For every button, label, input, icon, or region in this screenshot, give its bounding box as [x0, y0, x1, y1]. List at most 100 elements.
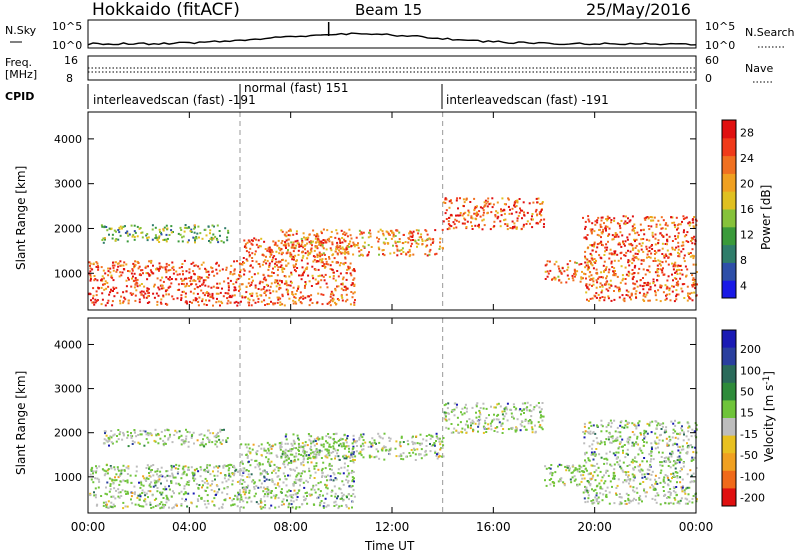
echo-cell — [330, 490, 333, 493]
echo-cell — [364, 441, 367, 444]
echo-cell — [274, 302, 276, 305]
echo-cell — [287, 284, 290, 287]
colorbar-tick-label: 4 — [740, 279, 747, 292]
echo-cell — [290, 273, 293, 276]
echo-cell — [178, 288, 181, 291]
echo-cell — [282, 481, 285, 484]
echo-cell — [149, 469, 152, 472]
echo-cell — [665, 426, 668, 429]
echo-cell — [94, 477, 97, 480]
echo-cell — [503, 208, 506, 211]
echo-cell — [331, 243, 334, 246]
echo-cell — [162, 287, 165, 290]
echo-cell — [521, 409, 524, 412]
colorbar-swatch — [722, 155, 736, 174]
echo-cell — [134, 283, 137, 286]
echo-cell — [634, 240, 636, 243]
echo-cell — [691, 254, 694, 257]
echo-cell — [325, 454, 328, 457]
echo-cell — [692, 257, 695, 260]
echo-cell — [220, 429, 223, 431]
echo-cell — [105, 501, 107, 504]
echo-cell — [138, 284, 141, 287]
echo-cell — [176, 273, 179, 276]
echo-cell — [617, 447, 620, 450]
echo-cell — [270, 447, 273, 450]
echo-cell — [431, 435, 434, 438]
echo-cell — [330, 451, 333, 454]
echo-cell — [113, 264, 116, 267]
echo-cell — [668, 287, 671, 290]
echo-cell — [284, 275, 287, 278]
echo-cell — [118, 483, 121, 486]
echo-cell — [599, 487, 602, 490]
echo-cell — [186, 302, 189, 305]
echo-cell — [137, 267, 140, 270]
echo-cell — [345, 504, 348, 507]
echo-cell — [120, 469, 123, 472]
echo-cell — [311, 265, 314, 268]
echo-cell — [246, 456, 249, 459]
echo-cell — [595, 259, 597, 262]
echo-cell — [441, 447, 444, 449]
echo-cell — [535, 208, 538, 211]
echo-cell — [117, 491, 120, 494]
echo-cell — [631, 244, 634, 247]
echo-cell — [546, 275, 549, 278]
echo-cell — [306, 266, 309, 269]
echo-cell — [627, 270, 630, 273]
echo-cell — [174, 429, 177, 432]
echo-cell — [345, 278, 348, 281]
echo-cell — [687, 446, 690, 449]
echo-cell — [640, 244, 643, 247]
echo-cell — [303, 470, 306, 473]
echo-cell — [215, 436, 218, 439]
echo-cell — [497, 402, 500, 405]
echo-cell — [447, 412, 450, 415]
echo-cell — [165, 501, 168, 504]
echo-cell — [106, 469, 109, 472]
echo-cell — [486, 200, 489, 203]
echo-cell — [455, 429, 458, 432]
echo-cell — [569, 478, 572, 481]
echo-cell — [383, 458, 386, 461]
echo-cell — [243, 481, 246, 483]
echo-cell — [692, 480, 695, 483]
echo-cell — [675, 293, 678, 296]
echo-cell — [122, 507, 125, 510]
echo-cell — [308, 434, 311, 437]
echo-cell — [332, 271, 335, 274]
echo-cell — [97, 268, 100, 271]
echo-cell — [598, 299, 601, 302]
echo-cell — [378, 238, 381, 241]
echo-cell — [287, 289, 289, 292]
echo-cell — [366, 254, 369, 257]
echo-cell — [299, 480, 302, 483]
echo-cell — [645, 441, 648, 444]
echo-cell — [230, 464, 233, 467]
echo-cell — [248, 491, 251, 494]
echo-cell — [150, 481, 153, 484]
echo-cell — [595, 279, 598, 282]
echo-cell — [251, 260, 254, 262]
echo-cell — [526, 211, 529, 214]
echo-cell — [474, 224, 477, 227]
echo-cell — [665, 437, 668, 440]
echo-cell — [102, 504, 105, 507]
echo-cell — [303, 269, 306, 272]
echo-cell — [188, 268, 191, 271]
echo-cell — [440, 447, 443, 450]
echo-cell — [254, 459, 257, 462]
echo-cell — [109, 483, 112, 486]
echo-cell — [528, 202, 531, 205]
echo-cell — [284, 494, 287, 497]
echo-cell — [277, 296, 280, 299]
echo-cell — [616, 275, 619, 278]
echo-cell — [613, 298, 616, 301]
echo-cell — [280, 242, 283, 245]
echo-cell — [461, 407, 464, 410]
echo-cell — [233, 472, 236, 475]
echo-cell — [615, 451, 618, 454]
echo-cell — [300, 259, 303, 262]
echo-cell — [638, 267, 641, 270]
